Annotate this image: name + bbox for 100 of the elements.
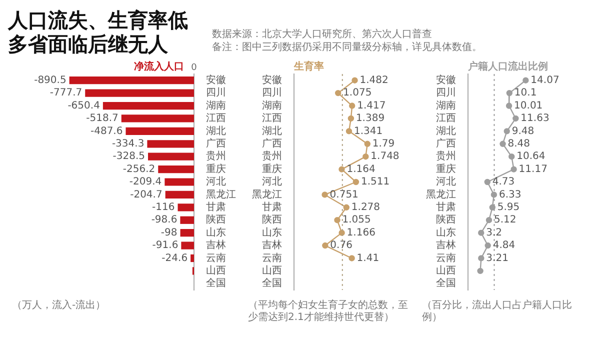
data-label: 8.48	[508, 138, 530, 150]
text: 生育率	[293, 60, 324, 73]
y-tick-label: 陕西	[262, 214, 282, 226]
y-tick-label: 云南	[206, 252, 226, 264]
data-label: 1.164	[346, 164, 376, 175]
source-note: 数据来源：北京大学人口研究所、第六次人口普查	[212, 28, 433, 41]
y-tick-label: 湖北	[206, 124, 226, 137]
point	[512, 115, 519, 122]
data-label: -204.7	[130, 189, 162, 200]
data-label: -890.5	[34, 74, 66, 86]
y-tick-label: 全国	[206, 277, 226, 290]
y-tick-label: 广西	[206, 137, 226, 150]
data-label: 3.21	[486, 252, 508, 264]
point	[500, 140, 506, 147]
data-label: -209.4	[129, 176, 162, 188]
data-label: 1.075	[343, 88, 372, 99]
point	[489, 204, 496, 211]
data-label: 4.84	[492, 240, 516, 252]
y-tick-label: 全国	[262, 277, 282, 290]
y-tick-label: 贵州	[436, 150, 456, 162]
text: （万人，流入-流出）	[12, 300, 107, 312]
point	[478, 230, 484, 236]
y-tick-label: 湖南	[436, 99, 456, 112]
point	[478, 255, 484, 262]
y-tick-label: 吉林	[262, 239, 282, 252]
point	[508, 153, 515, 160]
data-label: 0.751	[330, 189, 358, 200]
data-label: -518.7	[86, 113, 118, 124]
y-tick-label: 四川	[262, 86, 282, 99]
y-tick-label: 重庆	[262, 162, 282, 175]
y-tick-label: 山西	[436, 264, 456, 277]
y-tick-label: 安徽	[206, 74, 226, 86]
data-label: -328.5	[112, 151, 146, 162]
text: （百分比，流出人口占户籍人口比例）	[422, 300, 573, 324]
data-label: 1.417	[357, 100, 386, 112]
y-tick-label: 吉林	[206, 239, 226, 252]
y-tick-label: 四川	[436, 86, 456, 99]
y-tick-label: 甘肃	[436, 201, 456, 214]
data-label: 1.79	[372, 138, 395, 150]
point	[348, 102, 356, 109]
y-tick-label: 广西	[436, 137, 456, 150]
y-tick-label: 黑龙江	[206, 188, 236, 200]
point	[352, 77, 358, 84]
y-tick-label: 湖南	[206, 99, 226, 112]
y-tick-label: 贵州	[262, 150, 282, 162]
point	[486, 217, 492, 224]
data-label: -487.6	[90, 126, 123, 137]
point	[510, 166, 517, 172]
y-tick-label: 湖北	[262, 124, 282, 137]
data-label: 11.17	[518, 164, 548, 175]
text: 备注：图中三列数据仍采用不同量级分标轴，详见具体数值。	[212, 41, 482, 54]
y-tick-label: 陕西	[206, 214, 226, 226]
y-tick-label: 四川	[206, 86, 226, 99]
point	[484, 242, 491, 249]
y-tick-label: 陕西	[436, 214, 456, 226]
data-label: 1.166	[346, 227, 376, 238]
point	[362, 153, 369, 160]
data-label: -650.4	[68, 100, 100, 112]
point	[346, 128, 352, 134]
data-label: 1.482	[360, 74, 388, 86]
text: 0	[191, 62, 198, 73]
data-label: -256.2	[122, 164, 156, 175]
point	[522, 77, 529, 84]
data-label: 1.055	[342, 214, 371, 226]
y-tick-label: 河北	[436, 176, 456, 188]
data-label: 5.12	[494, 214, 516, 226]
y-tick-label: 广西	[262, 137, 282, 150]
y-tick-label: 河北	[262, 176, 282, 188]
point	[334, 90, 342, 96]
data-label: 6.33	[498, 189, 522, 200]
y-tick-label: 山西	[262, 264, 282, 277]
series-label: 净流入人口	[134, 60, 184, 73]
data-label: 1.389	[356, 113, 385, 124]
data-label: -334.3	[112, 138, 144, 150]
series-label: 户籍人口流出比例	[467, 60, 548, 73]
y-tick-label: 江西	[436, 112, 456, 124]
chart-title: 人口流失、生育率低多省面临后继无人	[8, 8, 189, 56]
data-label: 1.278	[351, 202, 380, 214]
y-tick-label: 安徽	[436, 74, 456, 86]
data-label: 1.41	[356, 252, 380, 264]
data-label: 14.07	[530, 74, 560, 86]
point	[490, 192, 498, 198]
y-tick-label: 贵州	[206, 150, 226, 162]
y-tick-label: 山东	[206, 226, 226, 238]
y-tick-label: 甘肃	[206, 201, 226, 214]
point	[343, 204, 350, 211]
data-label: 10.1	[514, 88, 537, 99]
y-tick-label: 云南	[436, 252, 456, 264]
data-label: 3.2	[486, 227, 502, 238]
point	[484, 178, 490, 186]
point	[364, 140, 370, 147]
text: （平均每个妇女生育子女的总数，至少需达到2.1才能维持世代更替）	[248, 300, 409, 324]
point	[322, 242, 328, 249]
data-label: 5.95	[497, 202, 520, 214]
y-tick-label: 黑龙江	[426, 188, 456, 200]
point	[506, 90, 513, 96]
y-tick-label: 河北	[206, 176, 226, 188]
point	[477, 268, 484, 274]
y-tick-label: 重庆	[436, 162, 456, 175]
data-label: 1.748	[370, 151, 400, 162]
